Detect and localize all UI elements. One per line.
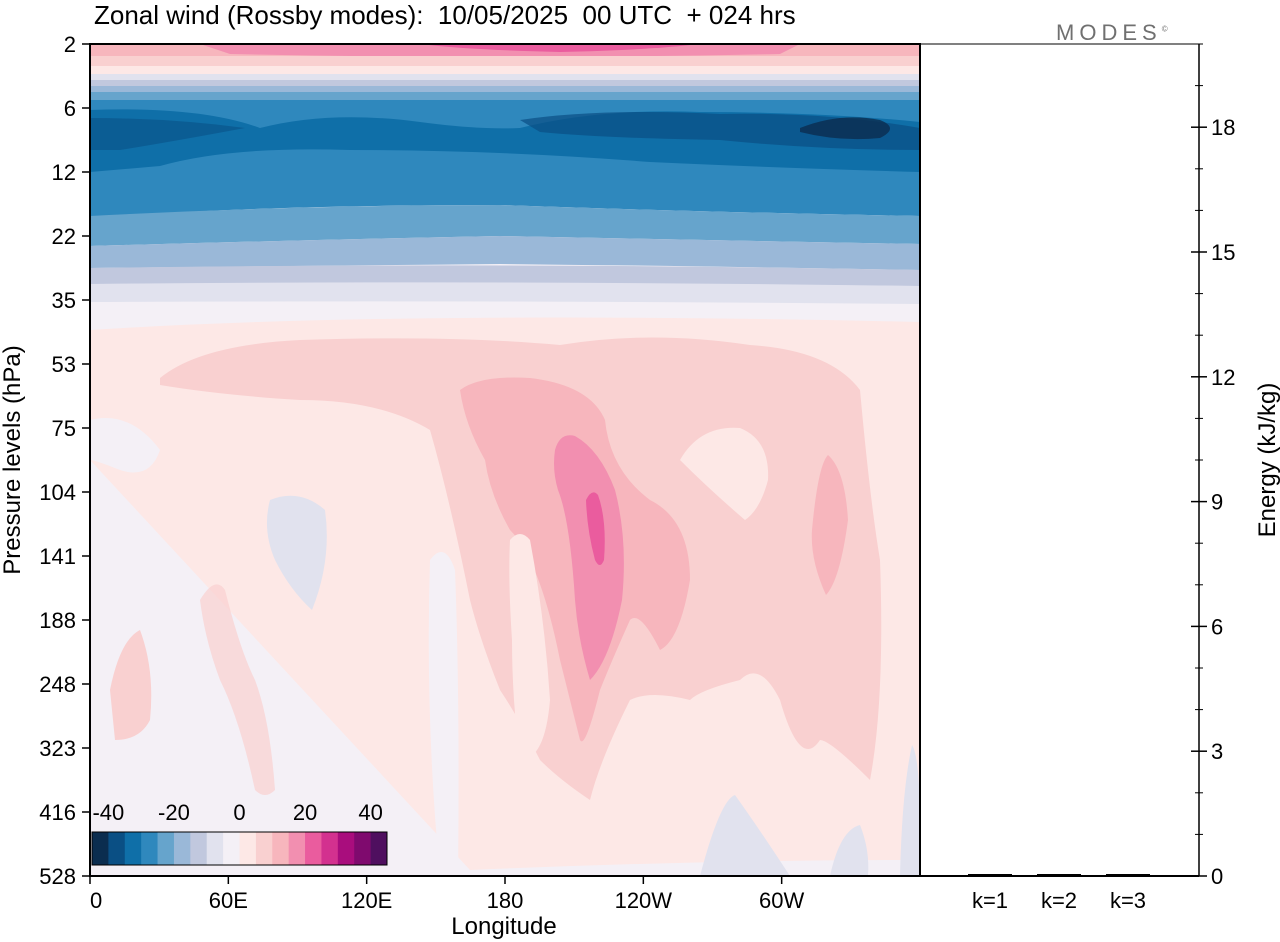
colorbar-swatch: [321, 832, 339, 865]
pressure-tick-label: 2: [64, 32, 76, 57]
energy-panel: k=1 k=2 k=3 0 3 6 9 12 15 18 Energy (kJ/kg): [920, 43, 1280, 913]
energy-bar: [1037, 874, 1081, 876]
colorbar-swatch: [370, 832, 388, 865]
energy-axis: 0 3 6 9 12 15 18: [1191, 43, 1235, 889]
colorbar-swatch: [239, 832, 257, 865]
longitude-tick-label: 0: [90, 888, 102, 913]
colorbar-tick-label: 40: [358, 800, 382, 825]
pressure-tick-label: 528: [39, 864, 76, 889]
colorbar-swatch: [223, 832, 240, 865]
colorbar-swatch: [255, 832, 273, 865]
energy-tick-label: 9: [1211, 490, 1223, 515]
colorbar-swatch: [190, 832, 208, 865]
colorbar-swatch: [337, 832, 355, 865]
energy-tick-label: 18: [1211, 115, 1235, 140]
pressure-tick-label: 22: [52, 224, 76, 249]
longitude-tick-label: 60W: [759, 888, 804, 913]
longitude-tick-label: 120E: [341, 888, 392, 913]
pressure-tick-label: 12: [52, 160, 76, 185]
colorbar-swatch: [124, 832, 142, 865]
longitude-tick-label: 180: [487, 888, 524, 913]
longitude-axis: 0 60E 120E 180 120W 60W: [89, 876, 805, 913]
pressure-tick-label: 188: [39, 608, 76, 633]
energy-tick-label: 0: [1211, 864, 1223, 889]
colorbar-swatch: [173, 832, 191, 865]
colorbar-swatch: [305, 832, 322, 865]
energy-tick-label: 15: [1211, 240, 1235, 265]
energy-bar: [1106, 874, 1150, 876]
energy-bar: [968, 874, 1012, 876]
pressure-tick-label: 248: [39, 672, 76, 697]
zonal-wind-field: [90, 44, 920, 876]
pressure-tick-label: 141: [39, 544, 76, 569]
pressure-tick-label: 416: [39, 800, 76, 825]
x-axis-label: Longitude: [451, 913, 556, 940]
pressure-tick-label: 323: [39, 736, 76, 761]
energy-tick-label: 12: [1211, 365, 1235, 390]
bar-category-label: k=3: [1110, 888, 1146, 913]
chart-title: Zonal wind (Rossby modes): 10/05/2025 00…: [94, 0, 796, 30]
colorbar-tick-label: 0: [233, 800, 245, 825]
colorbar: -40 -20 0 20 40: [91, 800, 388, 866]
y-axis-label: Pressure levels (hPa): [0, 345, 26, 574]
colorbar-tick-label: -20: [158, 800, 190, 825]
pressure-tick-label: 104: [39, 480, 76, 505]
colorbar-swatch: [157, 832, 175, 865]
colorbar-swatch: [108, 832, 126, 865]
energy-tick-label: 3: [1211, 739, 1223, 764]
longitude-tick-label: 60E: [209, 888, 248, 913]
pressure-tick-label: 6: [64, 96, 76, 121]
energy-tick-label: 6: [1211, 614, 1223, 639]
modes-logo: MODES©: [1056, 20, 1168, 45]
energy-axis-label: Energy (kJ/kg): [1254, 383, 1280, 538]
pressure-axis: 2 6 12 22 35 53 75 104 141 188 248 323 416 528: [39, 32, 90, 889]
pressure-tick-label: 35: [52, 288, 76, 313]
bar-category-label: k=2: [1041, 888, 1077, 913]
colorbar-swatch: [206, 832, 224, 865]
colorbar-swatch: [288, 832, 306, 865]
longitude-tick-label: 120W: [615, 888, 673, 913]
bar-category-label: k=1: [972, 888, 1008, 913]
colorbar-swatch: [272, 832, 290, 865]
colorbar-swatch: [354, 832, 372, 865]
colorbar-swatch: [92, 832, 109, 865]
colorbar-tick-label: 20: [293, 800, 317, 825]
pressure-tick-label: 75: [52, 416, 76, 441]
colorbar-tick-label: -40: [92, 800, 124, 825]
colorbar-swatch: [141, 832, 159, 865]
pressure-tick-label: 53: [52, 352, 76, 377]
